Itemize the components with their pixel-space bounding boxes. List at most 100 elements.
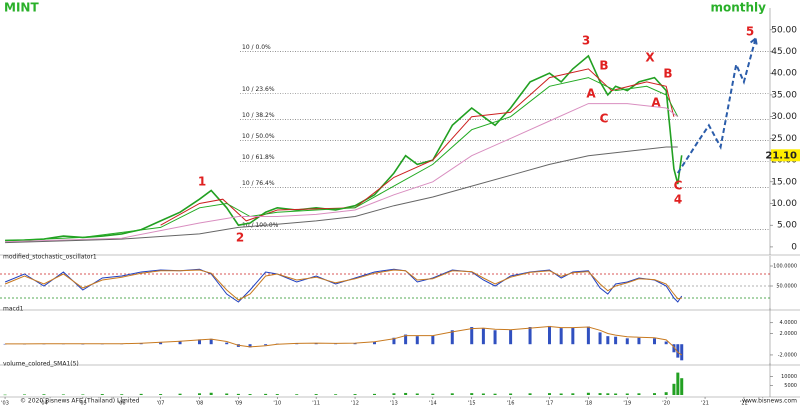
fib-label: 10 / 50.0% [242,133,275,140]
bar [209,392,213,395]
x-tick-label: '11 [312,401,320,405]
x-tick-label: '07 [157,401,165,405]
bar [120,394,124,395]
x-tick-label: '14 [429,401,437,405]
bar [23,394,26,395]
bar [637,337,641,345]
series-line [5,146,678,244]
bar [481,393,485,395]
bar [653,393,656,395]
x-tick-label: '04 [40,401,48,405]
bar [680,344,684,361]
series-line [160,68,675,226]
x-tick-label: '10 [273,401,281,405]
bar [559,328,563,345]
series-line [4,269,682,301]
panel-title: volume_colored_SMA1(5) [3,361,79,368]
bar [450,393,454,395]
bar [431,393,435,395]
y-tick-label: 5.00 [777,221,797,231]
bar [3,394,7,396]
bar [373,341,376,345]
wave-label: 1 [198,175,206,189]
bar [509,329,513,345]
y-tick-label: 50.00 [771,25,797,35]
bar [680,378,684,395]
bar [178,393,182,395]
series-line [5,103,679,243]
y-tick-label: 0 [791,242,797,252]
y-tick-label: 5000 [784,383,797,389]
bar [606,393,610,395]
x-tick-label: '21 [701,401,709,405]
bar [415,336,419,345]
bar [225,342,229,345]
y-tick-label: 10000 [781,374,797,380]
arrow-head [749,37,758,45]
bar [392,393,396,395]
bar [598,332,602,345]
bar [404,334,408,345]
y-tick-label: 100.0000 [773,264,797,270]
y-tick-label: 2.0000 [780,331,798,337]
bar [672,344,676,353]
bar [314,343,318,345]
bar [159,342,163,345]
series-line [5,77,679,242]
bar [571,393,575,395]
bar [571,327,575,345]
bar [586,392,590,395]
bar [614,393,618,395]
y-tick-label: 15.00 [771,177,797,187]
bar [61,394,65,395]
bar [264,393,268,395]
bar [236,393,240,395]
bar [353,394,357,395]
fib-label: 10 / 76.4% [242,180,275,187]
bar [353,343,357,345]
last-price-label: 21.10 [765,150,797,161]
y-tick-label: 25.00 [771,134,797,144]
x-tick-label: '18 [585,401,593,405]
wave-label: 4 [674,193,682,207]
wave-label: A [586,87,596,101]
wave-label: 3 [582,34,590,48]
bar [225,393,229,395]
x-tick-label: '20 [662,401,670,405]
last-price-box [771,149,800,162]
bar [334,343,338,345]
bar [528,393,532,395]
bar [392,337,396,345]
bar [159,394,163,395]
wave-label: 5 [746,25,754,39]
bar [373,393,376,395]
bar [198,393,201,395]
bar [509,393,513,395]
bar [3,343,7,345]
bar [548,325,551,345]
bar [81,394,85,395]
y-tick-label: 45.00 [771,47,797,57]
bar [672,383,676,395]
bar [598,393,602,395]
bar [42,394,46,395]
x-tick-label: '09 [235,401,243,405]
fib-label: 10 / 0.0% [242,44,271,51]
x-tick-label: '08 [196,401,204,405]
bar [493,393,497,395]
x-tick-label: '13 [390,401,398,405]
bar [470,327,474,345]
bar [100,394,104,395]
series-line [5,325,682,356]
bar [248,394,252,395]
fib-label: 10 / 23.6% [242,86,275,93]
bar [493,330,497,345]
bar [664,341,668,345]
bar [470,393,474,395]
x-tick-label: '05 [79,401,87,405]
wave-label: A [651,96,661,110]
y-tick-label: 40.00 [771,69,797,79]
wave-label: 2 [236,231,244,245]
bar [548,393,551,395]
